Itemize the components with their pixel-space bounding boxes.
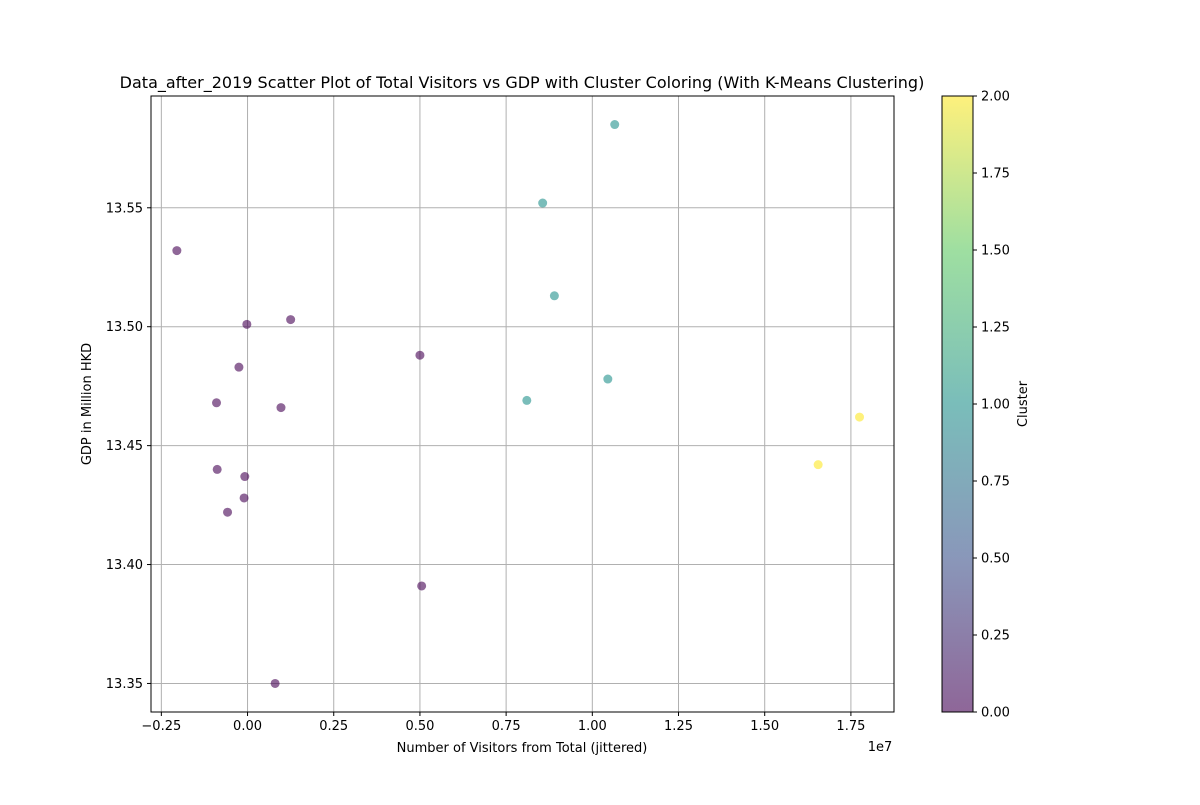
x-tick-label: 1.00 <box>578 719 607 734</box>
data-point <box>549 291 559 301</box>
x-axis-offset-label: 1e7 <box>868 740 893 755</box>
colorbar <box>942 96 973 712</box>
x-tick-label: 0.25 <box>319 719 348 734</box>
x-tick-label: 0.00 <box>233 719 262 734</box>
y-tick-label: 13.40 <box>106 558 143 573</box>
x-tick-label: −0.25 <box>141 719 181 734</box>
x-axis-label: Number of Visitors from Total (jittered) <box>397 741 648 756</box>
data-point <box>538 198 548 208</box>
y-tick-label: 13.55 <box>106 201 143 216</box>
y-axis-label: GDP in Million HKD <box>80 343 95 465</box>
data-point <box>239 493 249 503</box>
colorbar-tick-label: 0.50 <box>981 552 1010 567</box>
data-point <box>270 678 280 688</box>
data-point <box>415 350 425 360</box>
x-tick-label: 0.75 <box>492 719 521 734</box>
y-axis-ticks: 13.35 13.40 13.45 13.50 13.55 <box>106 201 151 692</box>
data-point <box>172 246 182 256</box>
colorbar-tick-label: 1.50 <box>981 244 1010 259</box>
data-point <box>276 403 286 413</box>
data-point <box>234 362 244 372</box>
plot-frame <box>150 95 895 713</box>
data-points <box>172 120 865 688</box>
data-point <box>212 464 222 474</box>
x-axis-ticks: −0.25 0.00 0.25 0.50 0.75 1.00 1.25 1.50 1.75 <box>141 712 865 734</box>
chart-title: Data_after_2019 Scatter Plot of Total Vi… <box>120 73 925 93</box>
data-point <box>603 374 613 384</box>
data-point <box>417 581 427 591</box>
colorbar-tick-label: 2.00 <box>981 90 1010 105</box>
grid-lines <box>151 96 894 712</box>
x-tick-label: 1.50 <box>750 719 779 734</box>
y-tick-label: 13.45 <box>106 439 143 454</box>
data-point <box>212 398 222 408</box>
data-point <box>242 319 252 329</box>
data-point <box>240 472 250 482</box>
colorbar-tick-label: 1.00 <box>981 398 1010 413</box>
colorbar-tick-label: 0.00 <box>981 706 1010 721</box>
colorbar-tick-label: 0.75 <box>981 475 1010 490</box>
colorbar-label: Cluster <box>1016 380 1031 427</box>
x-tick-label: 0.50 <box>405 719 434 734</box>
data-point <box>855 412 865 422</box>
y-tick-label: 13.50 <box>106 320 143 335</box>
colorbar-ticks: 0.00 0.25 0.50 0.75 1.00 1.25 1.50 1.75 2.00 <box>973 90 1010 721</box>
x-tick-label: 1.25 <box>664 719 693 734</box>
x-tick-label: 1.75 <box>836 719 865 734</box>
colorbar-tick-label: 1.25 <box>981 321 1010 336</box>
colorbar-tick-label: 1.75 <box>981 167 1010 182</box>
data-point <box>223 507 233 517</box>
data-point <box>610 120 620 130</box>
data-point <box>286 315 296 325</box>
data-point <box>813 460 823 470</box>
y-tick-label: 13.35 <box>106 677 143 692</box>
data-point <box>522 395 532 405</box>
colorbar-tick-label: 0.25 <box>981 629 1010 644</box>
